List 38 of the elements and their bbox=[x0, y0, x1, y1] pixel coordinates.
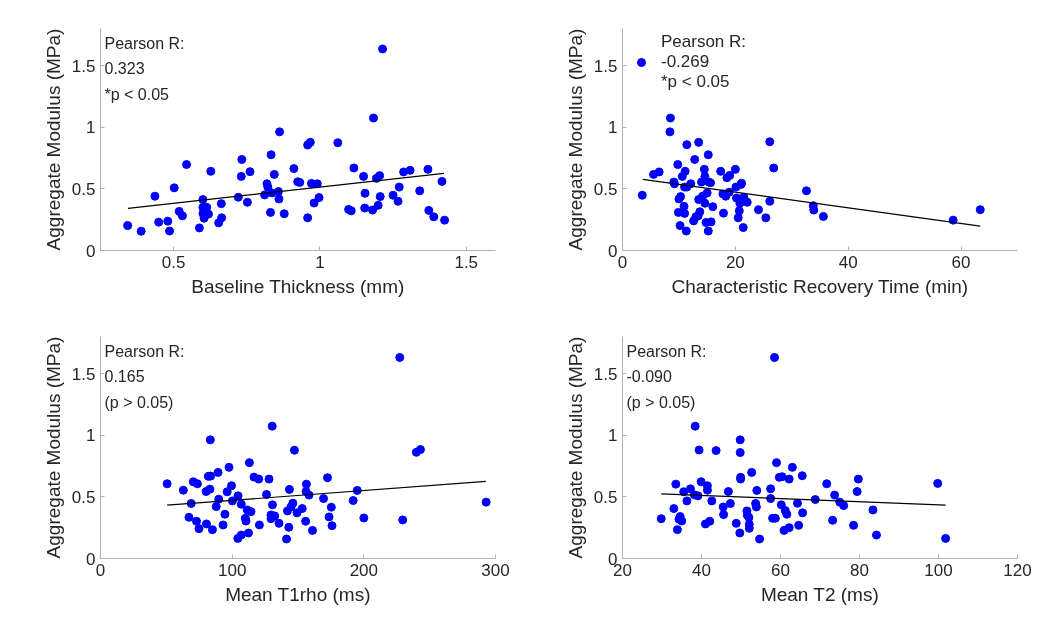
x-tick-label: 300 bbox=[481, 560, 510, 580]
x-tick-label: 80 bbox=[850, 560, 869, 580]
y-tick-label: 1.5 bbox=[593, 364, 618, 384]
y-tick-label: 0.5 bbox=[71, 179, 96, 199]
y-tick-label: 1.5 bbox=[71, 56, 96, 76]
x-axis-title: Baseline Thickness (mm) bbox=[191, 275, 405, 297]
y-tick-label: 1 bbox=[86, 426, 96, 446]
y-tick-label: 0.5 bbox=[593, 179, 618, 199]
x-tick-label: 1 bbox=[315, 252, 325, 272]
annotation: Pearson R: -0.090 (p > 0.05) bbox=[626, 342, 707, 411]
x-tick-label: 20 bbox=[725, 252, 745, 272]
y-axis-title: Aggregate Modulus (MPa) bbox=[564, 28, 586, 251]
x-tick-label: 40 bbox=[692, 560, 711, 580]
y-tick-label: 0.5 bbox=[593, 487, 618, 507]
x-axis-title: Mean T2 (ms) bbox=[760, 583, 879, 605]
y-axis-title: Aggregate Modulus (MPa) bbox=[42, 336, 64, 559]
x-tick-label: 40 bbox=[838, 252, 858, 272]
x-tick-label: 0.5 bbox=[161, 252, 186, 272]
x-axis-title: Characteristic Recovery Time (min) bbox=[671, 275, 969, 297]
y-tick-label: 1.5 bbox=[71, 364, 96, 384]
x-tick-label: 100 bbox=[924, 560, 953, 580]
x-tick-label: 60 bbox=[771, 560, 790, 580]
y-tick-label: 0.5 bbox=[71, 487, 96, 507]
y-axis-title: Aggregate Modulus (MPa) bbox=[42, 28, 64, 251]
annotation: Pearson R: 0.165 (p > 0.05) bbox=[104, 342, 185, 411]
y-tick-label: 1.5 bbox=[593, 56, 618, 76]
legend-label: Pearson R: -0.269 *p < 0.05 bbox=[661, 32, 747, 92]
x-tick-label: 60 bbox=[951, 252, 971, 272]
annotation: Pearson R: 0.323 *p < 0.05 bbox=[104, 34, 185, 103]
x-tick-label: 200 bbox=[349, 560, 379, 580]
y-axis-title: Aggregate Modulus (MPa) bbox=[564, 336, 586, 559]
y-tick-label: 1 bbox=[608, 118, 618, 138]
y-tick-label: 1 bbox=[608, 426, 618, 446]
x-tick-label: 1.5 bbox=[454, 252, 479, 272]
y-tick-label: 1 bbox=[86, 118, 96, 138]
x-tick-label: 120 bbox=[1003, 560, 1032, 580]
x-axis-title: Mean T1rho (ms) bbox=[225, 583, 371, 605]
x-tick-label: 100 bbox=[217, 560, 247, 580]
